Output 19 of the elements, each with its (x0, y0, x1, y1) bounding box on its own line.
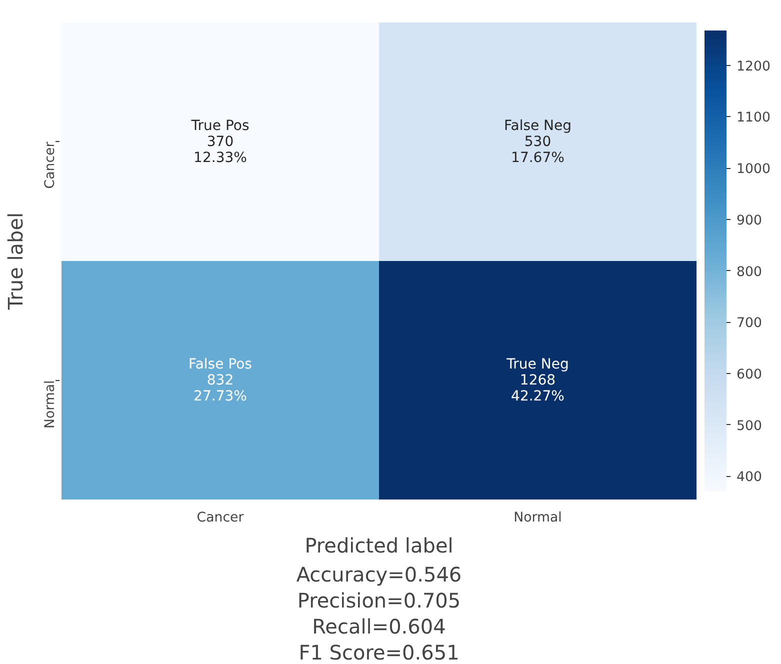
color-bar-label: 1000 (736, 162, 770, 178)
data-label: True Neg 1268 42.27% (506, 356, 569, 404)
color-bar-label: 1200 (736, 59, 770, 74)
data-label: False Neg 530 17.67% (504, 118, 572, 166)
color-bar-label: 600 (736, 367, 762, 382)
data-label: True Pos 370 12.33% (190, 118, 250, 166)
y-axis-title: True label (4, 212, 28, 311)
color-bar-label: 400 (736, 470, 762, 486)
text: Recall=0.604 (312, 614, 446, 638)
x-axis-title: Predicted label (304, 534, 454, 558)
color-bar-label: 800 (736, 264, 762, 280)
text: F1 Score=0.651 (298, 640, 460, 664)
data-label: False Pos 832 27.73% (188, 356, 252, 404)
color-bar-label: 900 (736, 213, 762, 228)
color-bar-label: 500 (736, 418, 762, 434)
text: Precision=0.705 (297, 588, 461, 612)
text: Accuracy=0.546 (296, 562, 462, 586)
color-bar-label: 700 (736, 316, 762, 332)
color-bar-label: 1100 (736, 110, 770, 126)
